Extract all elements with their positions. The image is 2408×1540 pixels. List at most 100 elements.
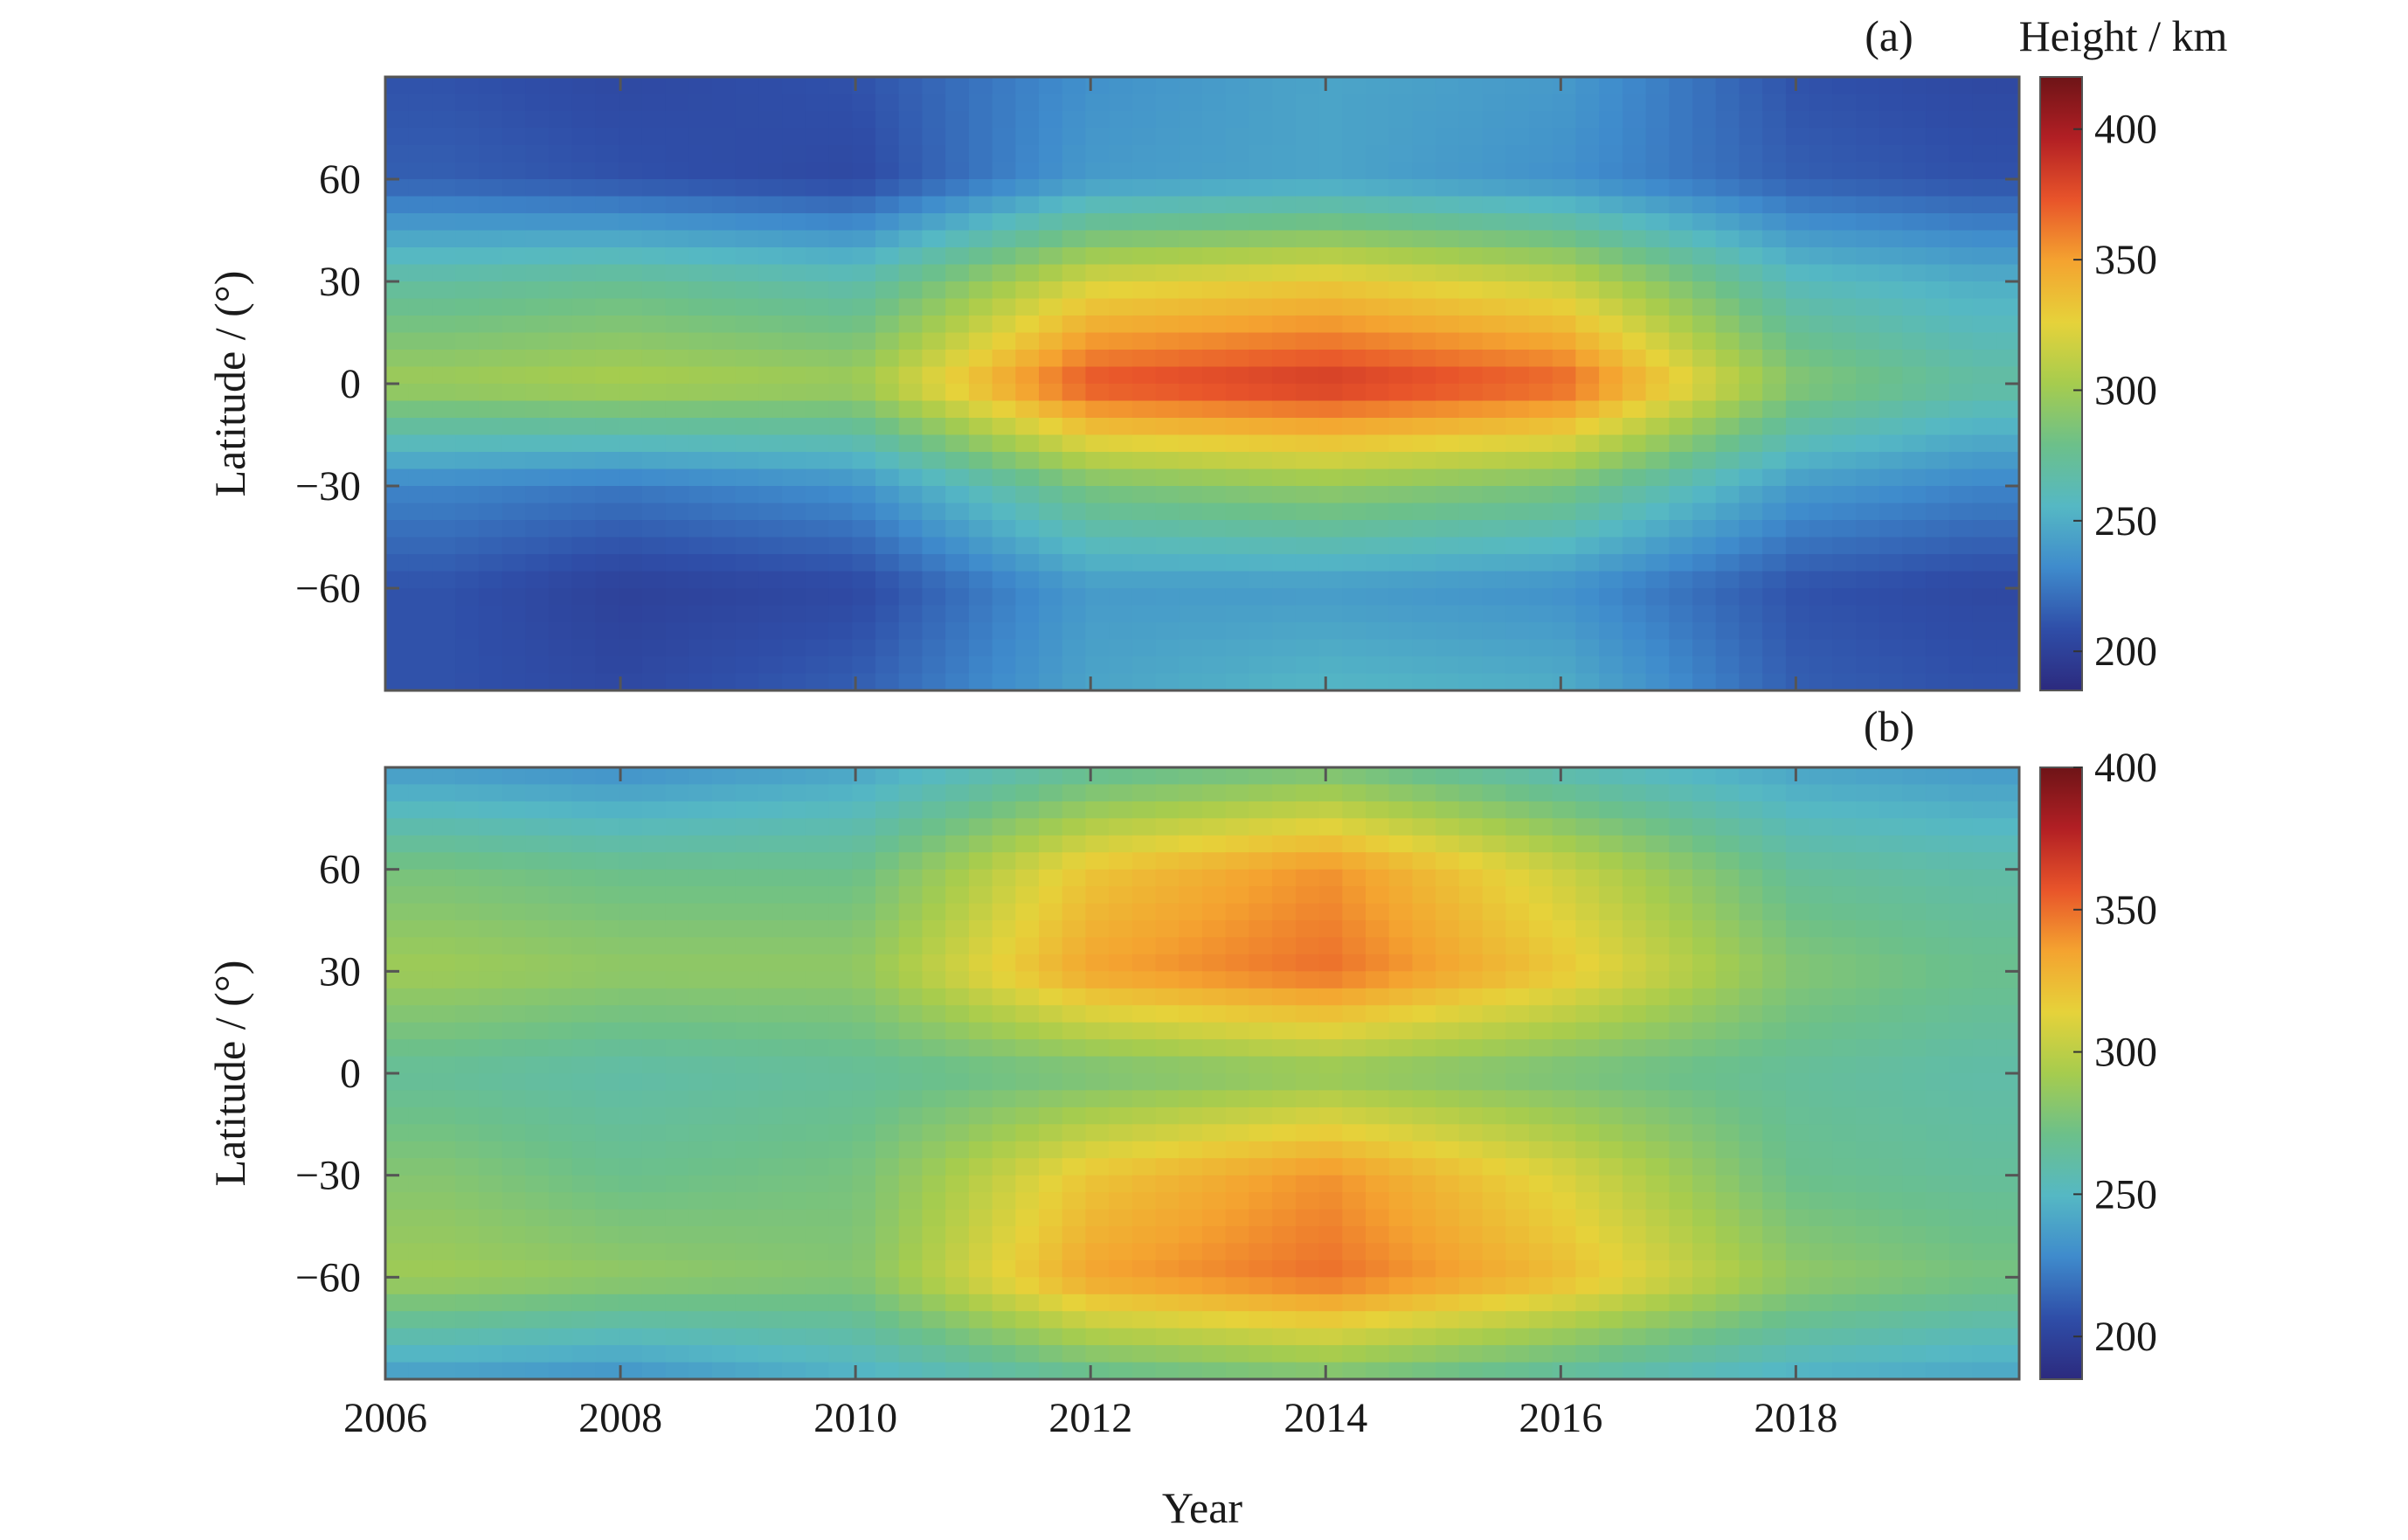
height-cell — [1295, 1106, 1320, 1126]
height-cell — [1482, 298, 1507, 316]
height-cell — [1996, 767, 2019, 786]
height-cell — [1388, 366, 1414, 385]
height-cell — [1599, 520, 1623, 538]
height-cell — [1692, 1141, 1717, 1159]
height-cell — [782, 366, 806, 385]
height-cell — [455, 1090, 480, 1108]
height-cell — [1272, 852, 1297, 871]
height-cell — [1202, 622, 1227, 641]
height-cell — [1366, 971, 1390, 989]
height-cell — [805, 818, 830, 836]
height-cell — [712, 418, 737, 436]
height-cell — [1436, 767, 1460, 786]
height-cell — [1505, 179, 1530, 198]
height-cell — [1039, 520, 1063, 538]
height-cell — [1809, 656, 1834, 675]
height-cell — [1458, 434, 1484, 453]
height-cell — [1599, 1277, 1623, 1295]
height-cell — [1458, 350, 1484, 368]
height-cell — [1388, 588, 1414, 607]
height-cell — [571, 852, 597, 871]
height-cell — [828, 520, 854, 538]
height-cell — [1692, 767, 1717, 786]
height-cell — [641, 111, 667, 129]
height-cell — [1015, 1311, 1040, 1329]
height-cell — [1809, 903, 1834, 921]
height-cell — [408, 111, 433, 129]
height-cell — [898, 1226, 924, 1245]
height-cell — [1225, 196, 1250, 214]
height-cell — [432, 588, 456, 607]
height-cell — [1015, 468, 1040, 487]
height-cell — [758, 818, 783, 836]
height-cell — [478, 1226, 503, 1245]
y-tick-label: −60 — [295, 565, 361, 612]
height-cell — [1809, 988, 1834, 1006]
height-cell — [1039, 1022, 1063, 1040]
height-cell — [782, 1328, 806, 1346]
height-cell — [1622, 1277, 1647, 1295]
height-cell — [1505, 486, 1530, 504]
height-cell — [1109, 332, 1133, 350]
height-cell — [1249, 835, 1273, 853]
height-cell — [1388, 1328, 1414, 1346]
height-cell — [875, 1073, 900, 1092]
height-cell — [1972, 937, 1997, 955]
height-cell — [782, 639, 806, 657]
height-cell — [1926, 656, 1950, 675]
height-cell — [432, 937, 456, 955]
height-cell — [1715, 400, 1740, 419]
height-cell — [1085, 869, 1110, 887]
height-cell — [1926, 468, 1950, 487]
height-cell — [1085, 1259, 1110, 1279]
height-cell — [758, 673, 783, 690]
height-cell — [922, 247, 946, 266]
height-cell — [875, 281, 900, 300]
height-cell — [1179, 520, 1203, 538]
height-cell — [1762, 1073, 1787, 1092]
height-cell — [1879, 1124, 1904, 1142]
height-cell — [782, 1226, 806, 1245]
height-cell — [432, 801, 456, 820]
height-cell — [805, 988, 830, 1006]
height-cell — [1085, 400, 1110, 419]
height-cell — [455, 332, 480, 350]
height-cell — [1388, 281, 1414, 300]
height-cell — [1155, 1005, 1180, 1023]
height-cell — [758, 954, 783, 973]
height-cell — [1039, 332, 1063, 350]
height-cell — [1552, 1124, 1577, 1142]
height-cell — [1715, 1311, 1740, 1329]
height-cell — [1015, 179, 1040, 198]
height-cell — [1505, 1209, 1530, 1227]
height-cell — [1412, 1345, 1436, 1363]
height-cell — [968, 281, 993, 300]
height-cell — [1015, 332, 1040, 350]
height-cell — [595, 162, 619, 180]
height-cell — [1645, 767, 1671, 786]
height-cell — [1202, 1056, 1227, 1074]
height-cell — [478, 316, 503, 334]
height-cell — [408, 1328, 433, 1346]
height-cell — [1482, 639, 1507, 657]
height-cell — [1692, 1090, 1717, 1108]
height-cell — [1762, 801, 1787, 820]
height-cell — [1015, 622, 1040, 641]
height-cell — [1785, 869, 1810, 887]
height-cell — [665, 1259, 690, 1279]
height-cell — [1856, 988, 1880, 1006]
height-cell — [1366, 1277, 1390, 1295]
height-cell — [571, 1124, 597, 1142]
height-cell — [455, 366, 480, 385]
height-cell — [1342, 145, 1367, 163]
height-cell — [619, 366, 643, 385]
height-cell — [898, 179, 924, 198]
height-cell — [1529, 128, 1553, 146]
height-cell — [1295, 77, 1320, 95]
height-cell — [1436, 1192, 1460, 1210]
height-cell — [1458, 162, 1484, 180]
height-cell — [688, 673, 713, 690]
height-cell — [688, 537, 713, 555]
height-cell — [688, 281, 713, 300]
height-cell — [1715, 486, 1740, 504]
